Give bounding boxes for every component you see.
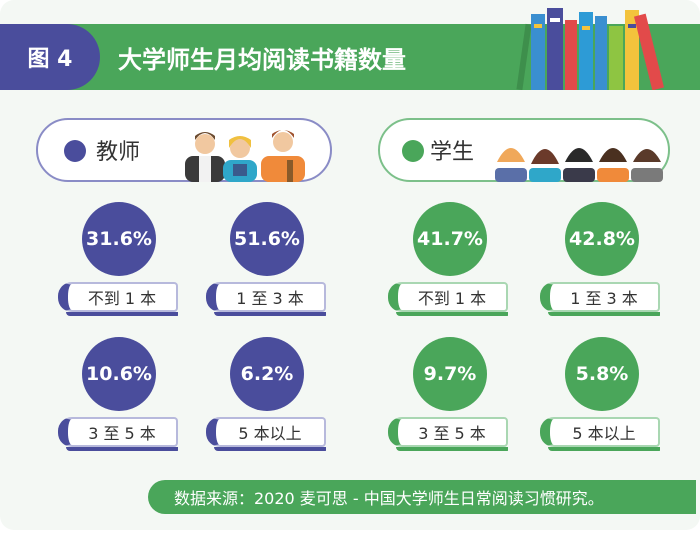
teacher-stat-label: 5 本以上 — [206, 417, 326, 451]
student-stat-value: 42.8% — [565, 202, 639, 276]
teachers-illustration — [185, 130, 305, 182]
student-stat-value: 41.7% — [413, 202, 487, 276]
teacher-stat-label: 3 至 5 本 — [58, 417, 178, 451]
teacher-stat-value: 31.6% — [82, 202, 156, 276]
teacher-stat-value: 10.6% — [82, 337, 156, 411]
student-label: 学生 — [430, 140, 475, 165]
source-footer: 数据来源：2020 麦可思 - 中国大学师生日常阅读习惯研究。 — [148, 480, 696, 514]
teacher-dot-icon — [64, 140, 86, 162]
student-stat-value: 9.7% — [413, 337, 487, 411]
student-stat-label: 3 至 5 本 — [388, 417, 508, 451]
teacher-label: 教师 — [96, 140, 141, 165]
teacher-stat-value: 6.2% — [230, 337, 304, 411]
students-illustration — [495, 148, 663, 182]
student-stat-value: 5.8% — [565, 337, 639, 411]
student-stat-label: 不到 1 本 — [388, 282, 508, 316]
student-dot-icon — [402, 140, 424, 162]
infographic-card: 图 4 大学师生月均阅读书籍数量 教师 — [0, 0, 700, 530]
figure-badge: 图 4 — [0, 24, 100, 90]
teacher-stat-label: 1 至 3 本 — [206, 282, 326, 316]
teacher-stat-label: 不到 1 本 — [58, 282, 178, 316]
page-title: 大学师生月均阅读书籍数量 — [118, 45, 406, 74]
student-group-pill: 学生 — [378, 118, 670, 182]
teacher-stat-value: 51.6% — [230, 202, 304, 276]
student-stat-label: 1 至 3 本 — [540, 282, 660, 316]
student-stat-label: 5 本以上 — [540, 417, 660, 451]
books-illustration — [516, 8, 665, 90]
teacher-group-pill: 教师 — [36, 118, 332, 182]
